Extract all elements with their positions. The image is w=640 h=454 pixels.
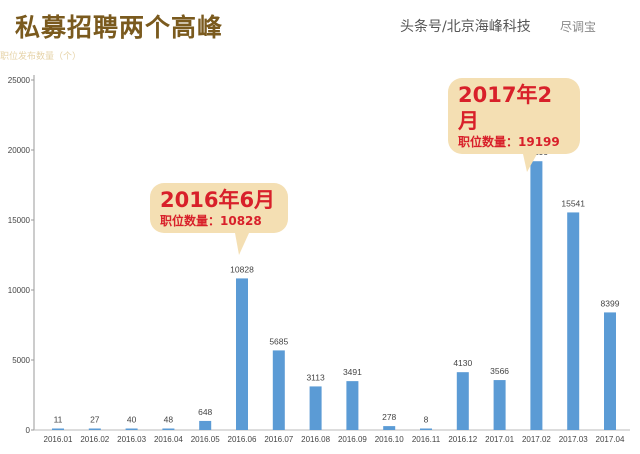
bar-2016.01 xyxy=(52,428,64,430)
x-tick-label: 2016.12 xyxy=(448,435,477,444)
data-label: 3491 xyxy=(343,367,362,377)
data-label: 11 xyxy=(54,415,63,425)
y-tick-label: 10000 xyxy=(8,286,31,295)
y-tick-label: 15000 xyxy=(8,216,31,225)
annotation-title: 2017年2月 xyxy=(458,83,553,133)
x-tick-label: 2016.05 xyxy=(191,435,220,444)
bar-2016.02 xyxy=(88,428,101,430)
x-tick-label: 2016.03 xyxy=(117,435,146,444)
x-tick-label: 2017.02 xyxy=(522,435,551,444)
data-label: 4130 xyxy=(453,358,472,368)
data-label: 8 xyxy=(424,415,429,425)
data-label: 648 xyxy=(198,407,212,417)
bar-2017.04 xyxy=(604,312,616,430)
x-tick-label: 2016.01 xyxy=(44,435,73,444)
x-tick-label: 2016.04 xyxy=(154,435,183,444)
data-label: 27 xyxy=(90,415,100,425)
bar-2017.02 xyxy=(530,161,543,431)
x-tick-label: 2016.07 xyxy=(264,435,293,444)
x-tick-label: 2016.09 xyxy=(338,435,367,444)
bar-2016.12 xyxy=(456,372,469,430)
data-label: 8399 xyxy=(601,298,620,308)
bar-2017.01 xyxy=(493,380,506,430)
annotation-2017-02: 2017年2月 职位数量：19199 xyxy=(448,78,580,172)
x-tick-label: 2016.08 xyxy=(301,435,330,444)
x-tick-label: 2016.11 xyxy=(412,435,441,444)
data-label: 3113 xyxy=(306,372,325,382)
bar-2016.09 xyxy=(346,381,359,430)
data-label: 48 xyxy=(164,415,174,425)
bar-2016.06 xyxy=(236,278,248,430)
x-tick-label: 2017.04 xyxy=(596,435,625,444)
data-label: 10828 xyxy=(230,264,254,274)
x-tick-label: 2017.03 xyxy=(559,435,588,444)
annotation-title: 2016年6月 xyxy=(160,188,276,212)
bar-2016.08 xyxy=(309,386,322,430)
y-tick-label: 5000 xyxy=(12,356,30,365)
x-tick-label: 2016.06 xyxy=(228,435,257,444)
bar-2016.05 xyxy=(199,420,212,430)
bar-2016.11 xyxy=(420,428,432,430)
y-tick-label: 0 xyxy=(26,426,31,435)
data-label: 3566 xyxy=(490,366,509,376)
bar-2016.10 xyxy=(383,426,396,430)
bar-2016.04 xyxy=(162,428,175,430)
y-axis-label: 职位发布数量（个） xyxy=(0,52,82,62)
watermark-logo: 尽调宝 xyxy=(560,20,597,34)
y-tick-label: 20000 xyxy=(8,146,31,155)
annotation-text: 职位数量：10828 xyxy=(160,214,262,228)
watermark-text: 头条号/北京海峰科技 xyxy=(400,19,531,35)
y-tick-label: 25000 xyxy=(8,76,31,85)
x-tick-label: 2016.10 xyxy=(375,435,404,444)
x-tick-label: 2016.02 xyxy=(80,435,109,444)
bar-2017.03 xyxy=(567,212,580,430)
x-tick-label: 2017.01 xyxy=(485,435,514,444)
bar-2016.03 xyxy=(125,428,138,430)
annotation-text: 职位数量：19199 xyxy=(458,135,560,149)
annotation-2016-06: 2016年6月 职位数量：10828 xyxy=(150,183,288,255)
chart-title: 私募招聘两个高峰 xyxy=(15,13,224,42)
bar-2016.07 xyxy=(272,350,285,430)
data-label: 40 xyxy=(127,415,137,425)
data-label: 278 xyxy=(382,412,396,422)
data-label: 15541 xyxy=(561,198,585,208)
data-label: 5685 xyxy=(269,336,288,346)
